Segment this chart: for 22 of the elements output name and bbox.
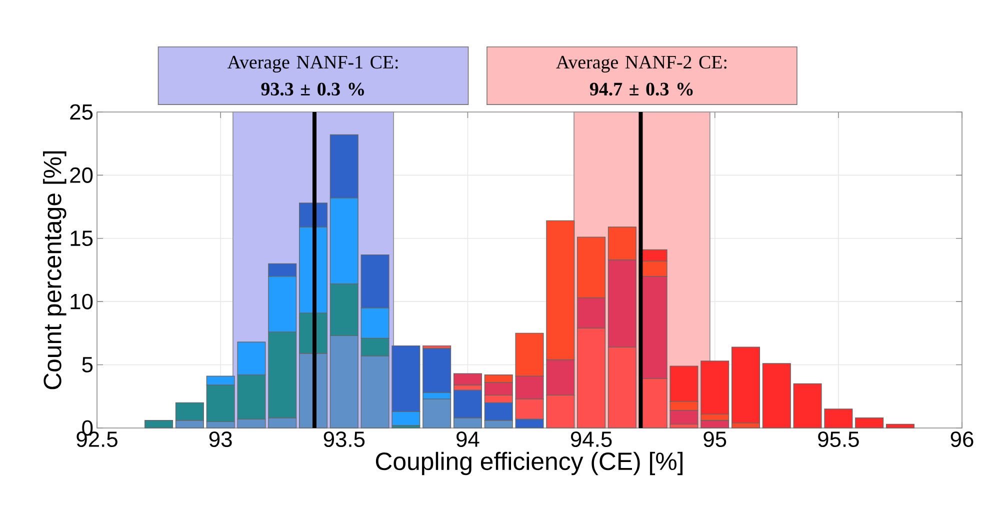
bar xyxy=(886,424,914,428)
y-tick-label: 25 xyxy=(70,104,93,120)
bar xyxy=(855,418,884,428)
y-tick-label: 20 xyxy=(70,167,93,183)
y-tick-label: 5 xyxy=(82,357,93,372)
band-label: Average NANF-2 CE: 94.7 ± 0.3 % xyxy=(556,56,726,96)
y-tick-label: 15 xyxy=(70,230,93,246)
x-tick-label: 94.5 xyxy=(570,431,612,448)
x-tick-label: 94 xyxy=(456,431,480,448)
bar xyxy=(762,363,791,428)
band-label: Average NANF-1 CE: 93.3 ± 0.3 % xyxy=(227,56,398,96)
bar xyxy=(824,408,853,428)
y-axis-title: Count percentage [%] xyxy=(43,151,66,390)
bar xyxy=(793,383,822,428)
x-tick-label: 95.5 xyxy=(818,431,859,448)
y-tick-label: 10 xyxy=(70,294,93,310)
x-tick-label: 96 xyxy=(950,431,974,448)
bar xyxy=(144,420,174,428)
x-axis-title: Coupling efficiency (CE) [%] xyxy=(376,452,682,476)
x-tick-label: 93.5 xyxy=(324,431,365,448)
x-tick-label: 93 xyxy=(209,431,232,448)
x-tick-label: 95 xyxy=(704,431,726,448)
